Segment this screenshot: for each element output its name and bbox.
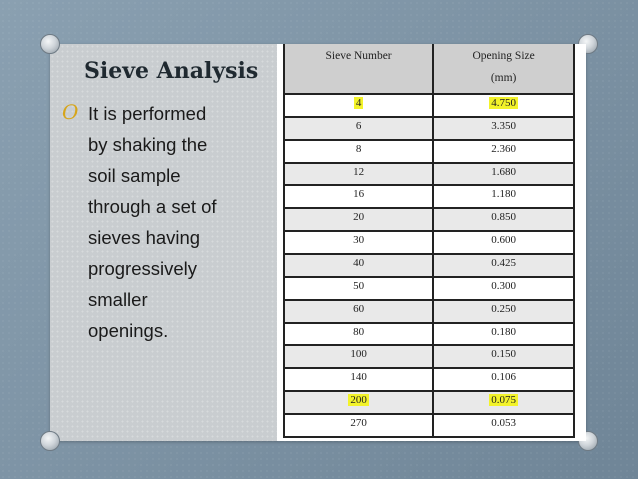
cell-opening-size: 0.850 [432, 208, 575, 232]
cell-value: 270 [350, 417, 367, 430]
cell-opening-size: 0.600 [432, 231, 575, 255]
cell-value: 30 [353, 234, 365, 247]
cell-value: 6 [355, 119, 362, 132]
bullet-text: It is performed by shaking the soil samp… [88, 98, 267, 346]
table-row: 16 1.180 [282, 185, 575, 209]
slide-title: Sieve Analysis [84, 58, 259, 84]
table-row: 6 3.350 [282, 116, 575, 140]
table-body: 4 4.750 6 3.350 8 2.360 12 1.680 16 1.180 20 0.850 3… [282, 94, 575, 437]
cell-value: 20 [353, 211, 365, 224]
cell-value: 1.680 [491, 165, 516, 178]
cell-value: 12 [353, 165, 365, 178]
cell-value: 4 [353, 97, 364, 109]
pushpin-icon [40, 431, 60, 451]
bullet-line: by shaking the [88, 134, 208, 155]
table-row: 40 0.425 [282, 254, 575, 277]
cell-value: 0.850 [491, 211, 516, 224]
col-header-unit: (mm) [490, 72, 517, 84]
table-row: 60 0.250 [282, 299, 575, 323]
bullet-line: smaller [88, 289, 148, 310]
cell-sieve-number: 40 [282, 254, 435, 277]
cell-opening-size: 1.680 [432, 162, 575, 186]
table-row: 12 1.680 [282, 162, 575, 186]
col-header-label: Opening Size [472, 50, 535, 62]
cell-sieve-number: 6 [282, 116, 435, 140]
bullet-line: progressively [88, 258, 197, 279]
cell-value: 40 [353, 257, 365, 270]
cell-value: 100 [350, 348, 367, 361]
cell-value: 60 [353, 302, 365, 315]
cell-opening-size: 0.053 [432, 414, 575, 437]
bullet-point: O It is performed by shaking the soil sa… [62, 98, 267, 346]
table-row: 8 2.360 [282, 139, 575, 163]
cell-sieve-number: 4 [282, 94, 435, 117]
table-row: 100 0.150 [282, 345, 575, 369]
bullet-marker-icon: O [62, 100, 79, 124]
cell-opening-size: 0.150 [432, 345, 575, 369]
cell-opening-size: 4.750 [432, 94, 575, 117]
table-header-row: Sieve Number Opening Size (mm) [282, 44, 575, 94]
cell-value: 8 [355, 142, 362, 155]
cell-value: 3.350 [491, 119, 516, 132]
bullet-line: It is performed [88, 103, 207, 124]
cell-sieve-number: 270 [282, 414, 435, 437]
cell-sieve-number: 20 [282, 208, 435, 232]
bullet-line: openings. [88, 320, 169, 341]
cell-opening-size: 3.350 [432, 116, 575, 140]
cell-value: 200 [348, 394, 369, 407]
cell-sieve-number: 50 [282, 276, 435, 300]
cell-value: 4.750 [489, 97, 518, 109]
table-row: 20 0.850 [282, 208, 575, 232]
cell-value: 0.600 [491, 234, 516, 247]
cell-value: 0.075 [489, 394, 518, 407]
cell-value: 0.150 [491, 348, 516, 361]
cell-value: 80 [353, 325, 365, 338]
bullet-line: sieves having [88, 227, 201, 248]
cell-opening-size: 0.075 [432, 391, 575, 415]
cell-value: 0.053 [491, 417, 516, 430]
table-row: 50 0.300 [282, 276, 575, 300]
cell-opening-size: 0.106 [432, 368, 575, 392]
table-row: 140 0.106 [282, 368, 575, 392]
table-row: 200 0.075 [282, 391, 575, 415]
cell-opening-size: 0.250 [432, 299, 575, 323]
col-header-label: Sieve Number [325, 50, 392, 62]
cell-value: 0.250 [491, 302, 516, 315]
cell-sieve-number: 60 [282, 299, 435, 323]
cell-value: 0.180 [491, 325, 516, 338]
cell-value: 16 [353, 188, 365, 201]
bullet-line: soil sample [88, 165, 181, 186]
cell-sieve-number: 12 [282, 162, 435, 186]
cell-sieve-number: 100 [282, 345, 435, 369]
col-header-sieve-number: Sieve Number [282, 44, 435, 94]
cell-value: 0.300 [491, 279, 516, 292]
cell-value: 140 [350, 371, 367, 384]
cell-opening-size: 0.180 [432, 322, 575, 346]
cell-opening-size: 0.425 [432, 254, 575, 277]
table-row: 30 0.600 [282, 231, 575, 255]
bullet-line: through a set of [88, 196, 217, 217]
pushpin-icon [40, 34, 60, 54]
cell-opening-size: 1.180 [432, 185, 575, 209]
cell-value: 0.106 [491, 371, 516, 384]
col-header-opening-size: Opening Size (mm) [432, 44, 575, 94]
cell-value: 0.425 [491, 257, 516, 270]
cell-sieve-number: 16 [282, 185, 435, 209]
sieve-table: Sieve Number Opening Size (mm) 4 4.750 6 3.… [282, 44, 575, 438]
cell-opening-size: 0.300 [432, 276, 575, 300]
cell-value: 2.360 [491, 142, 516, 155]
table-row: 4 4.750 [282, 94, 575, 117]
cell-sieve-number: 140 [282, 368, 435, 392]
cell-sieve-number: 80 [282, 322, 435, 346]
cell-value: 1.180 [491, 188, 516, 201]
cell-sieve-number: 200 [282, 391, 435, 415]
cell-sieve-number: 30 [282, 231, 435, 255]
cell-sieve-number: 8 [282, 139, 435, 163]
table-row: 270 0.053 [282, 414, 575, 437]
cell-value: 50 [353, 279, 365, 292]
table-row: 80 0.180 [282, 322, 575, 346]
cell-opening-size: 2.360 [432, 139, 575, 163]
sieve-table-image: Sieve Number Opening Size (mm) 4 4.750 6 3.… [277, 44, 586, 441]
